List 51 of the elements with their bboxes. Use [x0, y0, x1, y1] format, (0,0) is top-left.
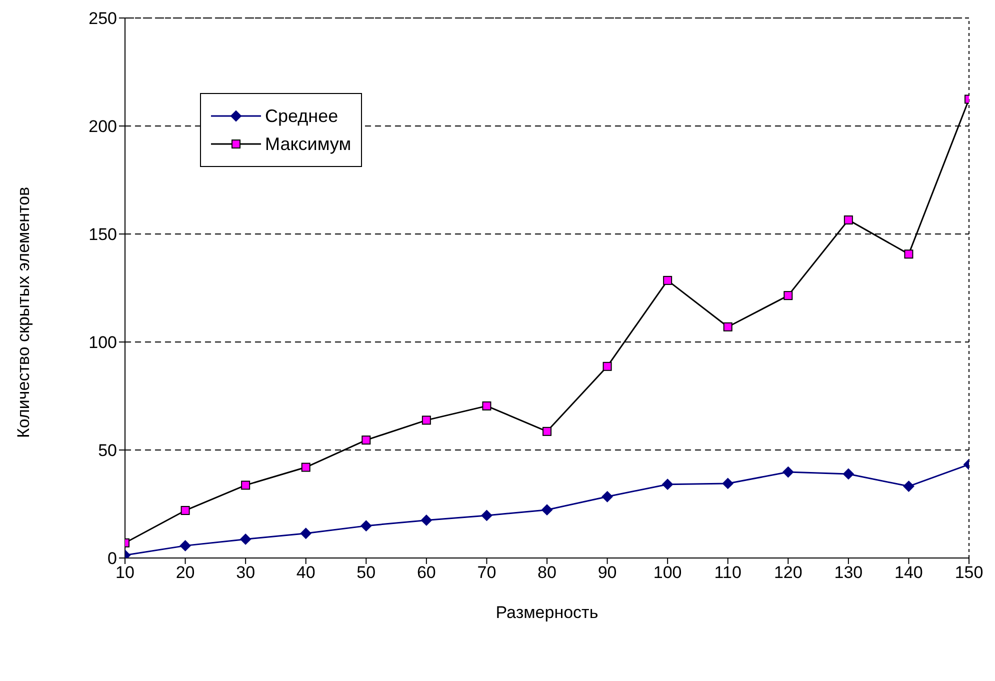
x-tick-label: 140 [894, 563, 923, 582]
point [482, 401, 492, 410]
point [542, 504, 552, 516]
x-tick-label: 70 [477, 563, 496, 582]
x-tick-label: 80 [538, 563, 556, 582]
point [240, 534, 252, 545]
x-tick-label: 110 [714, 563, 742, 582]
point [782, 466, 794, 478]
point [420, 514, 432, 526]
x-axis-title: Размерность [496, 603, 598, 622]
point [542, 426, 552, 436]
x-tick-label: 40 [296, 563, 316, 582]
point [180, 506, 190, 515]
x-tick-label: 150 [954, 563, 984, 582]
point [904, 250, 914, 259]
point [844, 215, 853, 224]
x-tick-label: 10 [116, 563, 134, 582]
point [481, 510, 492, 521]
x-tick-label: 130 [834, 563, 863, 582]
x-tick-label: 60 [416, 563, 436, 582]
y-tick-label: 0 [108, 549, 117, 568]
point [784, 291, 793, 300]
y-tick-label: 100 [88, 333, 117, 352]
y-tick-label: 50 [98, 441, 117, 460]
point [301, 462, 310, 472]
point [241, 480, 250, 490]
point [180, 540, 191, 552]
point [602, 362, 612, 371]
point [722, 478, 734, 489]
point [662, 478, 674, 490]
x-tick-label: 100 [653, 563, 682, 582]
point [362, 436, 371, 445]
point [300, 528, 312, 539]
y-axis-title: Количество скрытых элементов [14, 186, 34, 438]
y-tick-label: 200 [88, 117, 117, 136]
legend-label: Среднее [265, 106, 338, 126]
y-tick-label: 150 [88, 225, 117, 244]
point [903, 480, 914, 492]
x-tick-label: 20 [176, 563, 195, 582]
point [602, 491, 613, 502]
x-tick-label: 50 [356, 563, 376, 582]
x-tick-label: 120 [774, 563, 802, 582]
x-tick-label: 90 [598, 563, 617, 582]
x-tick-label: 30 [236, 563, 256, 582]
point [842, 468, 854, 480]
y-tick-label: 250 [88, 9, 117, 28]
point [360, 520, 372, 532]
point [422, 416, 431, 425]
point [723, 322, 732, 332]
legend-label: Максимум [265, 134, 352, 154]
point [663, 276, 672, 285]
